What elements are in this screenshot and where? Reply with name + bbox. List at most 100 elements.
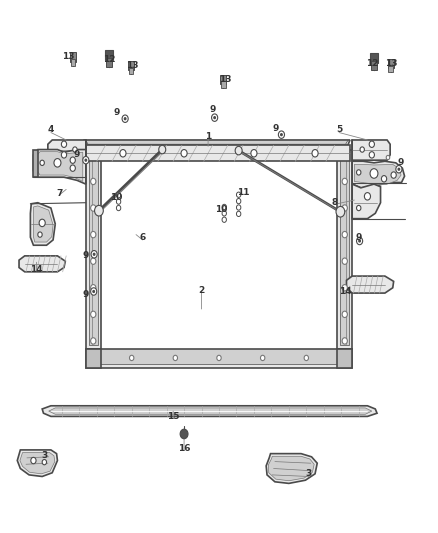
Polygon shape: [19, 256, 65, 272]
Text: 7: 7: [57, 189, 63, 198]
Circle shape: [235, 147, 242, 155]
Circle shape: [386, 156, 390, 160]
Circle shape: [357, 237, 363, 245]
Circle shape: [370, 168, 378, 178]
Text: 12: 12: [103, 55, 115, 63]
Bar: [370, 53, 378, 63]
Polygon shape: [42, 406, 377, 416]
Circle shape: [336, 206, 345, 217]
Circle shape: [70, 165, 75, 171]
Circle shape: [91, 285, 96, 291]
Circle shape: [117, 192, 121, 198]
Text: 12: 12: [367, 59, 379, 68]
Text: 14: 14: [339, 287, 352, 296]
Circle shape: [93, 253, 95, 255]
Text: 14: 14: [30, 265, 43, 273]
Polygon shape: [352, 161, 405, 188]
Text: 10: 10: [215, 205, 227, 214]
Bar: [71, 59, 75, 66]
Bar: [221, 82, 226, 88]
Circle shape: [391, 172, 396, 178]
Circle shape: [342, 338, 347, 344]
Circle shape: [181, 150, 187, 157]
Bar: [106, 58, 112, 67]
Circle shape: [217, 356, 221, 361]
Circle shape: [117, 205, 121, 211]
Circle shape: [61, 141, 67, 148]
Polygon shape: [30, 203, 55, 245]
Polygon shape: [20, 453, 55, 474]
Text: 9: 9: [83, 289, 89, 298]
Circle shape: [93, 290, 95, 293]
Circle shape: [95, 205, 103, 216]
Text: 1: 1: [205, 132, 211, 141]
Bar: [220, 75, 226, 84]
Text: 9: 9: [83, 252, 89, 260]
Circle shape: [342, 231, 347, 238]
Circle shape: [237, 211, 241, 216]
Text: 3: 3: [41, 451, 47, 460]
Polygon shape: [89, 152, 98, 345]
Circle shape: [398, 168, 400, 170]
Circle shape: [85, 159, 87, 161]
Circle shape: [237, 205, 241, 210]
Circle shape: [117, 199, 121, 204]
Polygon shape: [266, 454, 317, 483]
Circle shape: [222, 217, 226, 222]
Text: 8: 8: [332, 198, 338, 207]
Polygon shape: [337, 349, 352, 368]
Circle shape: [360, 147, 364, 152]
Circle shape: [91, 178, 96, 184]
Circle shape: [91, 338, 96, 344]
Polygon shape: [33, 150, 86, 184]
Text: 9: 9: [113, 108, 120, 117]
Circle shape: [222, 211, 226, 216]
Text: 13: 13: [219, 75, 232, 84]
Circle shape: [31, 457, 36, 464]
Circle shape: [39, 219, 45, 227]
Circle shape: [91, 258, 96, 264]
Text: 4: 4: [48, 125, 54, 134]
Circle shape: [342, 311, 347, 318]
Circle shape: [364, 192, 371, 200]
Text: 13: 13: [62, 52, 74, 61]
Circle shape: [342, 285, 347, 291]
Circle shape: [279, 131, 285, 139]
Text: 16: 16: [178, 444, 191, 453]
Text: 3: 3: [305, 470, 311, 478]
Circle shape: [357, 169, 361, 175]
Bar: [70, 52, 76, 62]
Polygon shape: [33, 150, 38, 177]
Bar: [105, 50, 113, 60]
Polygon shape: [17, 450, 57, 477]
Text: 9: 9: [272, 124, 279, 133]
Text: 9: 9: [74, 150, 80, 159]
Polygon shape: [346, 276, 394, 293]
Text: 9: 9: [356, 233, 362, 242]
Polygon shape: [337, 150, 352, 349]
Circle shape: [73, 147, 77, 152]
Circle shape: [261, 356, 265, 361]
Bar: [129, 68, 133, 74]
Circle shape: [70, 157, 75, 164]
Circle shape: [91, 251, 97, 258]
Circle shape: [342, 178, 347, 184]
Circle shape: [91, 205, 96, 211]
Polygon shape: [33, 206, 53, 242]
Circle shape: [54, 159, 61, 167]
Text: 6: 6: [139, 233, 146, 242]
Circle shape: [281, 134, 283, 136]
Circle shape: [396, 165, 402, 173]
Polygon shape: [86, 150, 101, 349]
Polygon shape: [89, 349, 349, 364]
Text: 11: 11: [237, 188, 249, 197]
Text: 9: 9: [397, 158, 403, 167]
Circle shape: [369, 141, 374, 148]
Text: 2: 2: [198, 286, 205, 295]
Circle shape: [180, 429, 188, 439]
Polygon shape: [86, 146, 350, 161]
Text: 13: 13: [385, 59, 398, 68]
Circle shape: [130, 356, 134, 361]
Polygon shape: [352, 140, 390, 160]
Circle shape: [212, 114, 218, 122]
